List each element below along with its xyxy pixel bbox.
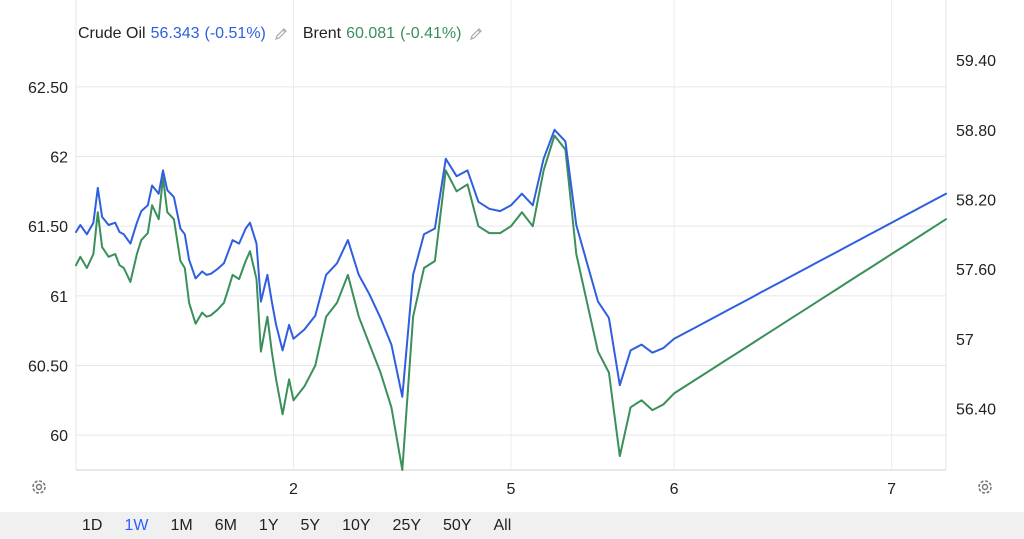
y-right-tick-label: 59.40	[956, 53, 996, 70]
y-right-tick-label: 56.40	[956, 401, 996, 418]
range-button-50y[interactable]: 50Y	[443, 516, 472, 534]
range-selector: 1D 1W 1M 6M 1Y 5Y 10Y 25Y 50Y All	[0, 512, 1024, 539]
gear-icon[interactable]	[29, 477, 49, 497]
y-left-tick-label: 61.50	[28, 219, 68, 236]
range-button-1d[interactable]: 1D	[82, 516, 103, 534]
legend-crude-oil[interactable]: Crude Oil 56.343 (-0.51%)	[78, 25, 297, 43]
legend-crude-oil-name: Crude Oil	[78, 25, 146, 42]
y-left-tick-label: 62	[50, 150, 68, 167]
y-right-tick-label: 58.20	[956, 192, 996, 209]
range-button-1w[interactable]: 1W	[124, 516, 149, 534]
y-right-tick-label: 58.80	[956, 123, 996, 140]
y-left-tick-label: 61	[50, 289, 68, 306]
chart-container: 62.50 62 61.50 61 60.50 60 59.40 58.80 58.20 57.6…	[28, 0, 996, 498]
range-button-25y[interactable]: 25Y	[392, 516, 422, 534]
y-right-tick-label: 57	[956, 332, 974, 349]
y-right-tick-label: 57.60	[956, 262, 996, 279]
range-button-6m[interactable]: 6M	[214, 516, 237, 534]
pencil-icon[interactable]	[468, 26, 484, 42]
range-button-1y[interactable]: 1Y	[258, 516, 279, 534]
x-tick-label: 5	[507, 481, 516, 498]
y-left-tick-label: 60.50	[28, 359, 68, 376]
series-line-brent	[75, 134, 947, 471]
legend-brent-name: Brent	[302, 25, 342, 42]
x-tick-label: 6	[670, 481, 679, 498]
y-left-tick-label: 60	[50, 428, 68, 445]
range-button-5y[interactable]: 5Y	[300, 516, 321, 534]
range-button-all[interactable]: All	[493, 516, 512, 534]
legend-brent[interactable]: Brent 60.081 (-0.41%)	[303, 25, 493, 43]
legend-brent-change: (-0.41%)	[400, 25, 462, 42]
legend-crude-oil-change: (-0.51%)	[204, 25, 266, 42]
range-button-1m[interactable]: 1M	[170, 516, 193, 534]
legend-crude-oil-value: 56.343	[150, 25, 200, 42]
x-tick-label: 7	[887, 481, 896, 498]
price-chart: 62.506261.506160.506059.4058.8058.2057.6…	[28, 0, 996, 498]
legend-brent-value: 60.081	[346, 25, 396, 42]
y-left-tick-label: 62.50	[28, 80, 68, 97]
series-line-crude-oil	[75, 128, 947, 398]
pencil-icon[interactable]	[273, 26, 289, 42]
gear-icon[interactable]	[975, 477, 995, 497]
x-tick-label: 2	[289, 481, 298, 498]
chart-legend: Crude Oil 56.343 (-0.51%) Brent 60.081 (…	[78, 23, 492, 45]
range-button-10y[interactable]: 10Y	[342, 516, 371, 534]
